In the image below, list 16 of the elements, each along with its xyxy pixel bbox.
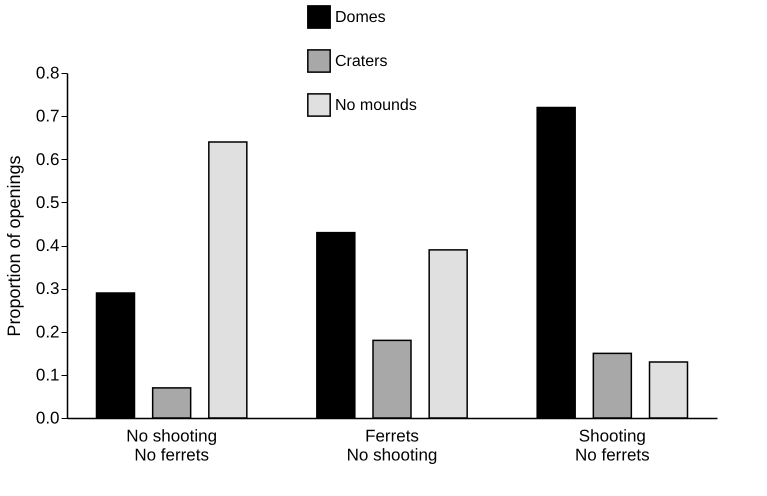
y-tick-label: 0.8: [36, 64, 60, 82]
y-axis-title: Proportion of openings: [4, 155, 24, 337]
y-tick-label: 0.6: [36, 150, 60, 169]
y-tick-label: 0.1: [36, 365, 60, 384]
y-tick-label: 0.5: [36, 192, 60, 212]
x-tick-label: Shooting No ferrets: [575, 426, 650, 464]
legend-label: Craters: [335, 53, 388, 70]
legend-label: No mounds: [335, 97, 417, 114]
y-tick-label: 0.7: [36, 106, 60, 126]
y-tick-label: 0.2: [36, 322, 60, 342]
x-tick-label: No shooting No ferrets: [126, 426, 218, 464]
y-tick-label: 0.0: [36, 408, 60, 428]
y-tick-label: 0.3: [36, 279, 60, 298]
legend-label: Domes: [335, 9, 386, 26]
y-tick-label: 0.4: [36, 236, 60, 255]
x-tick-label: Ferrets No shooting: [346, 426, 438, 464]
